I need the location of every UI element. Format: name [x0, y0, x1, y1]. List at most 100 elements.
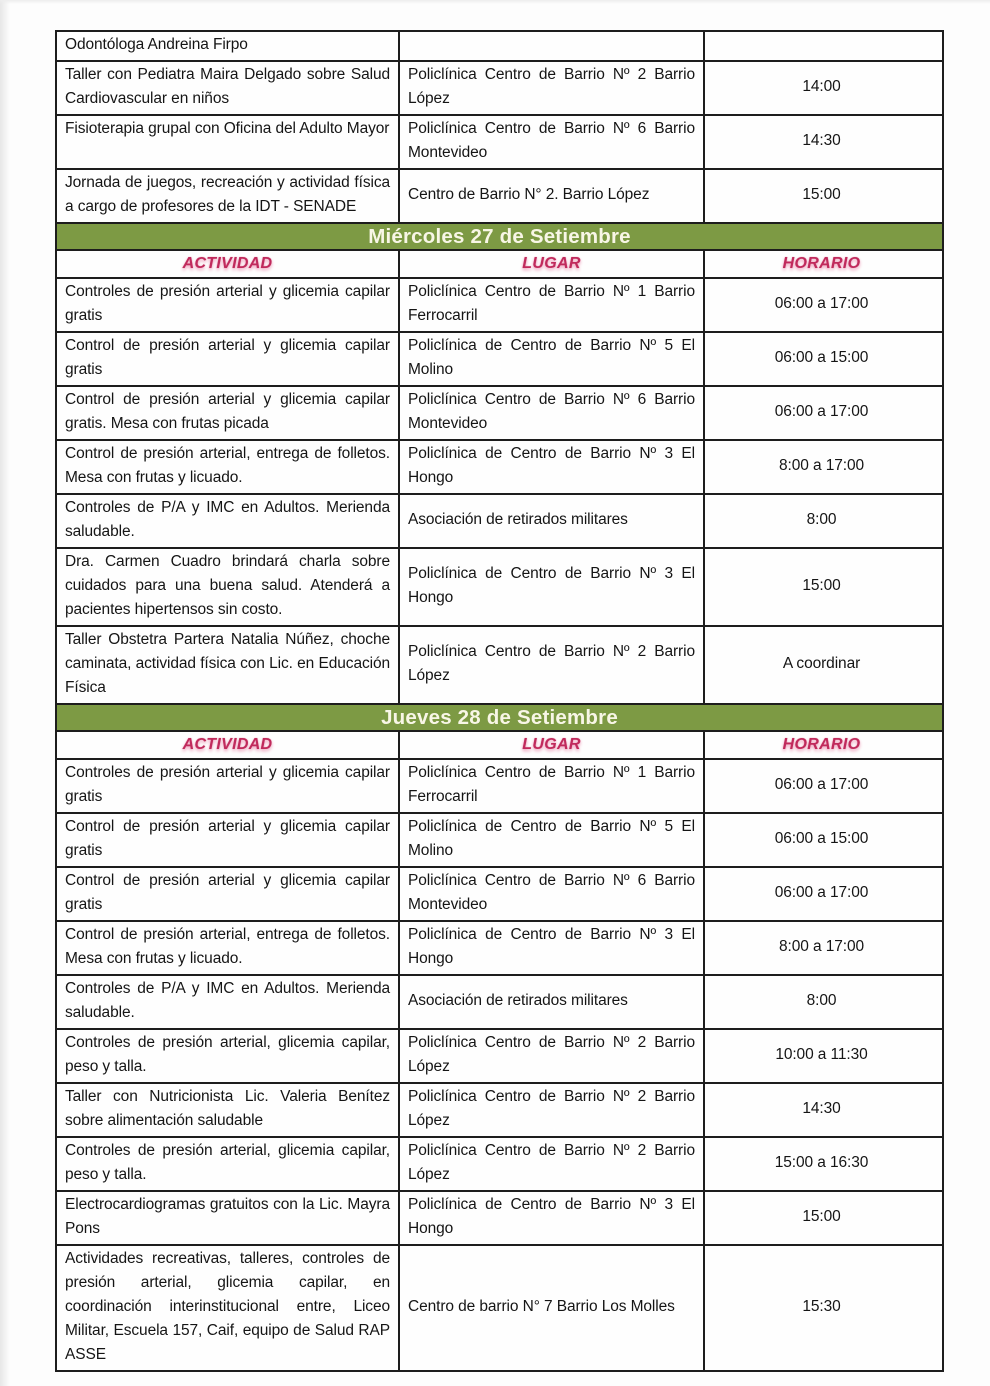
column-header-lugar: LUGAR — [400, 732, 705, 758]
activity-cell: Control de presión arterial y glicemia c… — [57, 814, 400, 866]
lugar-cell: Policlínica de Centro de Barrio Nº 3 El … — [400, 441, 705, 493]
column-header-row: ACTIVIDAD LUGAR HORARIO — [57, 249, 942, 277]
activity-text: Taller con Pediatra Maira Delgado sobre … — [65, 66, 390, 107]
schedule-row: Actividades recreativas, talleres, contr… — [57, 1244, 942, 1370]
horario-cell: 06:00 a 17:00 — [705, 387, 938, 439]
horario-text: 06:00 a 15:00 — [774, 830, 869, 847]
lugar-text: Policlínica Centro de Barrio Nº 1 Barrio… — [408, 764, 695, 805]
activity-text: Dra. Carmen Cuadro brindará charla sobre… — [65, 553, 390, 618]
lugar-cell: Centro de barrio N° 7 Barrio Los Molles — [400, 1246, 705, 1370]
horario-cell: 8:00 — [705, 976, 938, 1028]
column-header-row: ACTIVIDAD LUGAR HORARIO — [57, 730, 942, 758]
lugar-cell: Policlínica Centro de Barrio Nº 1 Barrio… — [400, 760, 705, 812]
activity-cell: Odontóloga Andreina Firpo — [57, 32, 400, 60]
horario-text: 06:00 a 17:00 — [774, 884, 869, 901]
horario-cell: 14:00 — [705, 62, 938, 114]
activity-cell: Controles de presión arterial y glicemia… — [57, 279, 400, 331]
horario-text: 8:00 a 17:00 — [779, 457, 864, 474]
horario-cell: 06:00 a 17:00 — [705, 760, 938, 812]
horario-text: 15:00 a 16:30 — [774, 1154, 869, 1171]
lugar-text: Policlínica de Centro de Barrio Nº 3 El … — [408, 1196, 695, 1237]
schedule-row: Odontóloga Andreina Firpo — [57, 32, 942, 60]
day-section: Miércoles 27 de Setiembre ACTIVIDAD LUGA… — [57, 222, 942, 703]
lugar-text: Policlínica de Centro de Barrio Nº 5 El … — [408, 337, 695, 378]
lugar-cell: Policlínica Centro de Barrio Nº 6 Barrio… — [400, 387, 705, 439]
activity-cell: Fisioterapia grupal con Oficina del Adul… — [57, 116, 400, 168]
activity-cell: Controles de P/A y IMC en Adultos. Merie… — [57, 495, 400, 547]
horario-cell: 14:30 — [705, 1084, 938, 1136]
horario-cell: 10:00 a 11:30 — [705, 1030, 938, 1082]
lugar-cell: Policlínica de Centro de Barrio Nº 5 El … — [400, 333, 705, 385]
activity-cell: Actividades recreativas, talleres, contr… — [57, 1246, 400, 1370]
horario-text: 10:00 a 11:30 — [775, 1046, 868, 1063]
column-header-actividad: ACTIVIDAD — [57, 732, 400, 758]
horario-cell — [705, 32, 938, 60]
lugar-cell: Policlínica Centro de Barrio Nº 2 Barrio… — [400, 627, 705, 703]
lugar-text: Policlínica Centro de Barrio Nº 6 Barrio… — [408, 120, 695, 161]
schedule-row: Taller con Nutricionista Lic. Valeria Be… — [57, 1082, 942, 1136]
lugar-cell — [400, 32, 705, 60]
lugar-cell: Centro de Barrio N° 2. Barrio López — [400, 170, 705, 222]
lugar-cell: Policlínica de Centro de Barrio Nº 3 El … — [400, 549, 705, 625]
activity-cell: Dra. Carmen Cuadro brindará charla sobre… — [57, 549, 400, 625]
activity-cell: Taller con Nutricionista Lic. Valeria Be… — [57, 1084, 400, 1136]
activity-text: Actividades recreativas, talleres, contr… — [65, 1250, 390, 1363]
lugar-cell: Policlínica Centro de Barrio Nº 6 Barrio… — [400, 868, 705, 920]
day-title: Jueves 28 de Setiembre — [381, 705, 618, 729]
activity-cell: Control de presión arterial, entrega de … — [57, 441, 400, 493]
horario-text: 15:00 — [802, 1208, 841, 1225]
column-header-actividad: ACTIVIDAD — [57, 251, 400, 277]
horario-text: 06:00 a 17:00 — [774, 776, 869, 793]
horario-cell: 06:00 a 17:00 — [705, 279, 938, 331]
lugar-text: Policlínica Centro de Barrio Nº 2 Barrio… — [408, 1034, 695, 1075]
schedule-row: Controles de presión arterial y glicemia… — [57, 758, 942, 812]
horario-text: 15:30 — [802, 1298, 841, 1315]
activity-text: Fisioterapia grupal con Oficina del Adul… — [65, 120, 390, 137]
lugar-text: Asociación de retirados militares — [408, 511, 628, 528]
schedule-row: Controles de P/A y IMC en Adultos. Merie… — [57, 974, 942, 1028]
schedule-row: Dra. Carmen Cuadro brindará charla sobre… — [57, 547, 942, 625]
activity-cell: Electrocardiogramas gratuitos con la Lic… — [57, 1192, 400, 1244]
activity-text: Odontóloga Andreina Firpo — [65, 36, 248, 53]
horario-cell: 06:00 a 15:00 — [705, 814, 938, 866]
lugar-text: Policlínica de Centro de Barrio Nº 3 El … — [408, 926, 695, 967]
schedule-table: Odontóloga Andreina Firpo Taller con Ped… — [55, 30, 944, 1372]
schedule-row: Control de presión arterial y glicemia c… — [57, 812, 942, 866]
day-section: Odontóloga Andreina Firpo Taller con Ped… — [57, 32, 942, 222]
activity-text: Jornada de juegos, recreación y activida… — [65, 174, 390, 215]
activity-cell: Taller con Pediatra Maira Delgado sobre … — [57, 62, 400, 114]
lugar-cell: Policlínica Centro de Barrio Nº 2 Barrio… — [400, 1084, 705, 1136]
horario-text: 06:00 a 17:00 — [774, 295, 869, 312]
lugar-cell: Asociación de retirados militares — [400, 495, 705, 547]
day-header: Jueves 28 de Setiembre — [57, 703, 942, 730]
horario-text: 14:30 — [802, 1100, 841, 1117]
lugar-text: Policlínica Centro de Barrio Nº 2 Barrio… — [408, 66, 695, 107]
lugar-text: Policlínica Centro de Barrio Nº 2 Barrio… — [408, 1142, 695, 1183]
schedule-row: Control de presión arterial y glicemia c… — [57, 331, 942, 385]
activity-cell: Control de presión arterial y glicemia c… — [57, 333, 400, 385]
horario-text: A coordinar — [782, 655, 861, 672]
activity-text: Controles de P/A y IMC en Adultos. Merie… — [65, 499, 390, 540]
lugar-text: Policlínica Centro de Barrio Nº 6 Barrio… — [408, 872, 695, 913]
column-header-lugar: LUGAR — [400, 251, 705, 277]
activity-text: Controles de presión arterial, glicemia … — [65, 1142, 390, 1183]
schedule-row: Control de presión arterial y glicemia c… — [57, 385, 942, 439]
activity-cell: Controles de presión arterial y glicemia… — [57, 760, 400, 812]
lugar-text: Policlínica Centro de Barrio Nº 1 Barrio… — [408, 283, 695, 324]
activity-cell: Taller Obstetra Partera Natalia Núñez, c… — [57, 627, 400, 703]
horario-cell: 15:00 — [705, 1192, 938, 1244]
activity-text: Control de presión arterial y glicemia c… — [65, 337, 390, 378]
horario-cell: 15:00 — [705, 549, 938, 625]
activity-text: Control de presión arterial y glicemia c… — [65, 872, 390, 913]
horario-text: 06:00 a 15:00 — [774, 349, 869, 366]
activity-cell: Control de presión arterial y glicemia c… — [57, 868, 400, 920]
lugar-text: Policlínica de Centro de Barrio Nº 3 El … — [408, 565, 695, 606]
activity-text: Control de presión arterial, entrega de … — [65, 926, 390, 967]
lugar-cell: Asociación de retirados militares — [400, 976, 705, 1028]
day-section: Jueves 28 de Setiembre ACTIVIDAD LUGAR H… — [57, 703, 942, 1370]
activity-cell: Controles de P/A y IMC en Adultos. Merie… — [57, 976, 400, 1028]
schedule-row: Jornada de juegos, recreación y activida… — [57, 168, 942, 222]
lugar-cell: Policlínica Centro de Barrio Nº 2 Barrio… — [400, 62, 705, 114]
lugar-text: Centro de Barrio N° 2. Barrio López — [408, 186, 650, 203]
day-header: Miércoles 27 de Setiembre — [57, 222, 942, 249]
